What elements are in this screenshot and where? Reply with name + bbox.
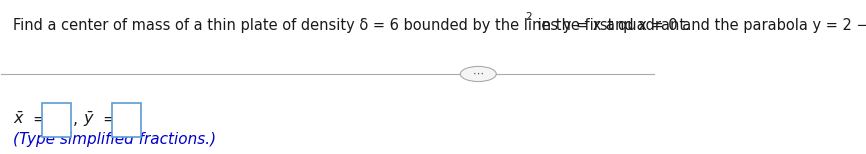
Text: $\bar{x}$: $\bar{x}$ (13, 111, 25, 128)
Text: ⋯: ⋯ (473, 69, 484, 79)
FancyBboxPatch shape (113, 103, 141, 137)
Text: in the first quadrant.: in the first quadrant. (533, 18, 690, 33)
Text: (Type simplified fractions.): (Type simplified fractions.) (13, 132, 216, 147)
Text: 2: 2 (526, 12, 532, 22)
Text: Find a center of mass of a thin plate of density δ = 6 bounded by the lines y = : Find a center of mass of a thin plate of… (13, 18, 866, 33)
Ellipse shape (461, 66, 496, 81)
Text: $\bar{y}$: $\bar{y}$ (83, 110, 95, 129)
FancyBboxPatch shape (42, 103, 71, 137)
Text: =: = (103, 112, 116, 127)
Text: ,: , (74, 112, 79, 127)
Text: =: = (33, 112, 46, 127)
